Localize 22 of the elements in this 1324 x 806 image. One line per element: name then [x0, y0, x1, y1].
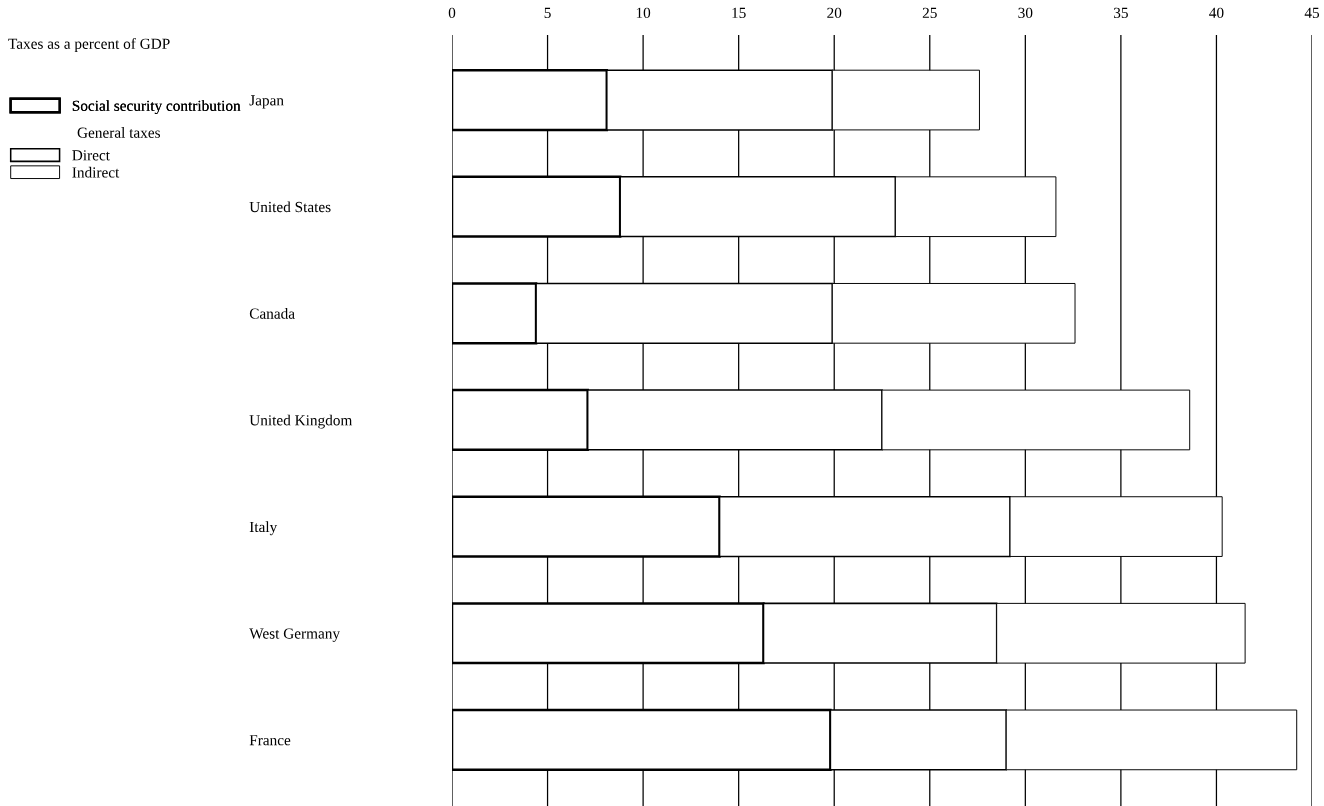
y-tick-label: Japan [249, 95, 284, 109]
x-tick-label: 5 [544, 7, 551, 19]
text: Taxes as a percent of GDP [8, 37, 170, 53]
y-tick-label: United Kingdom [249, 414, 353, 429]
y-tick-label: West Germany [249, 628, 340, 642]
x-tick-label: 35 [1113, 7, 1128, 19]
x-tick-label: 0 [448, 7, 456, 19]
y-tick-label: United States [249, 201, 331, 213]
y-tick-label: Canada [249, 308, 295, 319]
x-tick-label: 30 [1018, 7, 1033, 19]
legend-label: Indirect [72, 166, 120, 178]
x-tick-label: 40 [1209, 7, 1224, 19]
x-tick-label: 45 [1304, 7, 1320, 19]
x-tick-label: 15 [732, 7, 746, 19]
x-tick-label: 25 [922, 7, 937, 19]
text: General taxes [77, 127, 160, 138]
legend-label: Direct [72, 150, 110, 161]
y-tick-label: France [249, 735, 291, 746]
x-tick-label: 20 [827, 7, 842, 19]
y-tick-label: Italy [249, 521, 278, 536]
legend-label: Social security contribution [72, 100, 241, 115]
x-tick-label: 10 [636, 7, 651, 19]
